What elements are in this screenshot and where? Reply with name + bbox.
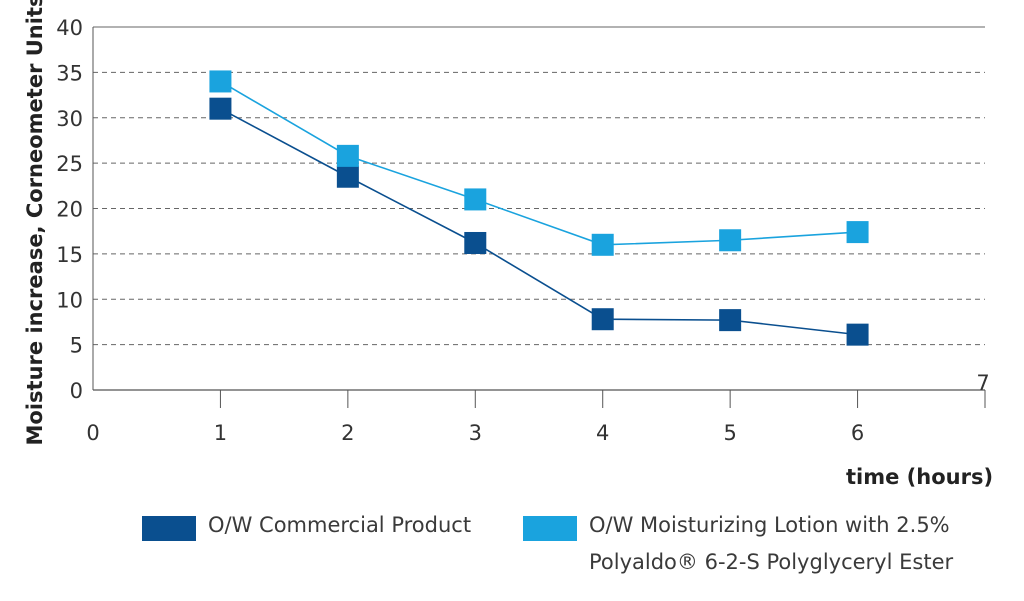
series-1-point xyxy=(336,144,359,167)
series-0-point xyxy=(591,308,614,331)
y-axis-label: Moisture increase, Corneometer Units xyxy=(23,0,47,445)
series-0-point xyxy=(846,323,869,346)
y-tick-label: 20 xyxy=(56,198,83,222)
series-0-point xyxy=(209,97,232,120)
y-tick-label: 15 xyxy=(56,243,83,267)
x-tick-label: 3 xyxy=(469,421,482,445)
series-1-point xyxy=(719,229,742,252)
legend-swatch-commercial xyxy=(142,516,196,541)
series-0-point xyxy=(464,231,487,254)
y-tick-labels: 0 5 10 15 20 25 30 35 40 xyxy=(56,16,83,403)
series-lines xyxy=(220,80,858,336)
x-tick-label: 5 xyxy=(723,421,736,445)
y-tick-label: 10 xyxy=(56,288,83,312)
y-tick-label: 5 xyxy=(70,334,83,358)
legend-label-lotion-line1: O/W Moisturizing Lotion with 2.5% xyxy=(589,513,950,537)
legend-label-commercial: O/W Commercial Product xyxy=(208,513,472,537)
x-axis-label: time (hours) xyxy=(846,465,994,489)
x-tick-label: 2 xyxy=(341,421,354,445)
x-tick-label: 7 xyxy=(976,371,989,395)
series-1-point xyxy=(591,233,614,256)
series-1-point xyxy=(464,188,487,211)
axes xyxy=(92,27,986,408)
legend-swatch-lotion xyxy=(523,516,577,541)
x-tick-label: 4 xyxy=(596,421,609,445)
legend-label-lotion-line2: Polyaldo® 6-2-S Polyglyceryl Ester xyxy=(589,550,954,574)
x-tick-label: 6 xyxy=(851,421,864,445)
y-tick-label: 0 xyxy=(70,379,83,403)
series-0-point xyxy=(719,309,742,332)
series-1-point xyxy=(209,70,232,93)
series-0-point xyxy=(336,165,359,188)
y-tick-label: 30 xyxy=(56,107,83,131)
series-points xyxy=(209,70,869,346)
y-tick-label: 25 xyxy=(56,152,83,176)
series-line-1 xyxy=(220,80,858,246)
x-tick-labels: 0 1 2 3 4 5 6 7 xyxy=(86,371,989,445)
y-tick-label: 40 xyxy=(56,16,83,40)
x-tick-label: 0 xyxy=(86,421,99,445)
x-tick-label: 1 xyxy=(214,421,227,445)
gridlines xyxy=(93,26,985,391)
series-line-0 xyxy=(220,107,858,336)
series-1-point xyxy=(846,221,869,244)
y-tick-label: 35 xyxy=(56,61,83,85)
